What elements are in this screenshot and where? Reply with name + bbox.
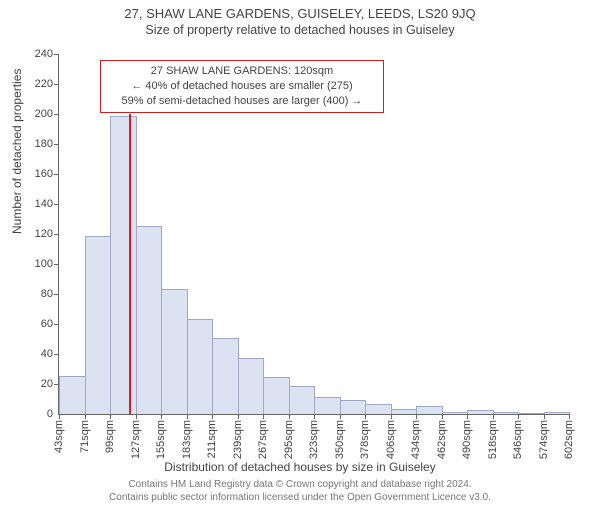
y-tick-label: 120 <box>13 228 53 240</box>
x-tick-label: 239sqm <box>232 420 244 459</box>
x-tick-label: 323sqm <box>308 420 320 459</box>
x-tick-label: 462sqm <box>436 420 448 459</box>
y-tick-label: 160 <box>13 168 53 180</box>
x-tick-label: 127sqm <box>130 420 142 459</box>
x-tick-label: 378sqm <box>359 420 371 459</box>
histogram-bar <box>365 404 392 414</box>
x-tick-label: 267sqm <box>257 420 269 459</box>
x-tick-label: 295sqm <box>283 420 295 459</box>
histogram-bar <box>416 406 443 415</box>
histogram-bar <box>544 412 571 415</box>
histogram-bar <box>263 377 290 414</box>
annotation-line: 27 SHAW LANE GARDENS: 120sqm <box>107 64 377 79</box>
histogram-bar <box>85 236 112 414</box>
histogram-bar <box>59 376 86 415</box>
y-tick-label: 180 <box>13 138 53 150</box>
x-tick-label: 211sqm <box>206 420 218 458</box>
histogram-bar <box>493 412 520 415</box>
marker-line <box>129 114 131 414</box>
y-tick-label: 0 <box>13 408 53 420</box>
x-tick-label: 518sqm <box>487 420 499 459</box>
x-tick-label: 43sqm <box>53 420 65 453</box>
page-subtitle: Size of property relative to detached ho… <box>0 23 600 37</box>
x-tick-label: 71sqm <box>79 420 91 453</box>
annotation-line: 59% of semi-detached houses are larger (… <box>107 94 377 109</box>
histogram-bar <box>238 358 265 415</box>
x-tick-label: 490sqm <box>461 420 473 459</box>
y-tick-label: 40 <box>13 348 53 360</box>
annotation-box: 27 SHAW LANE GARDENS: 120sqm ← 40% of de… <box>100 60 384 113</box>
y-tick-label: 80 <box>13 288 53 300</box>
histogram-bar <box>467 410 494 414</box>
histogram-bar <box>161 289 188 415</box>
x-tick-label: 574sqm <box>538 420 550 459</box>
x-tick-label: 602sqm <box>563 420 575 459</box>
x-tick-label: 434sqm <box>410 420 422 459</box>
y-tick-label: 100 <box>13 258 53 270</box>
chart: 02040608010012014016018020022024043sqm71… <box>58 54 568 414</box>
x-tick-label: 350sqm <box>334 420 346 459</box>
x-tick-label: 546sqm <box>512 420 524 459</box>
y-tick-label: 140 <box>13 198 53 210</box>
histogram-bar <box>136 226 163 415</box>
x-tick-label: 155sqm <box>155 420 167 459</box>
y-tick-label: 60 <box>13 318 53 330</box>
footer-line: Contains public sector information licen… <box>0 492 600 505</box>
footer: Contains HM Land Registry data © Crown c… <box>0 479 600 504</box>
histogram-bar <box>289 386 316 414</box>
footer-line: Contains HM Land Registry data © Crown c… <box>0 479 600 492</box>
histogram-bar <box>340 400 367 415</box>
histogram-bar <box>187 319 214 415</box>
histogram-bar <box>442 412 469 415</box>
x-tick-label: 406sqm <box>385 420 397 459</box>
annotation-line: ← 40% of detached houses are smaller (27… <box>107 79 377 94</box>
y-tick-label: 20 <box>13 378 53 390</box>
histogram-bar <box>518 413 545 414</box>
y-tick-label: 220 <box>13 78 53 90</box>
x-tick-label: 99sqm <box>104 420 116 453</box>
x-axis-title: Distribution of detached houses by size … <box>0 460 600 474</box>
page-title: 27, SHAW LANE GARDENS, GUISELEY, LEEDS, … <box>0 6 600 21</box>
y-tick-label: 240 <box>13 48 53 60</box>
histogram-bar <box>110 116 137 414</box>
histogram-bar <box>314 397 341 415</box>
y-tick-label: 200 <box>13 108 53 120</box>
x-tick-label: 183sqm <box>181 420 193 459</box>
histogram-bar <box>212 338 239 414</box>
histogram-bar <box>391 409 418 415</box>
